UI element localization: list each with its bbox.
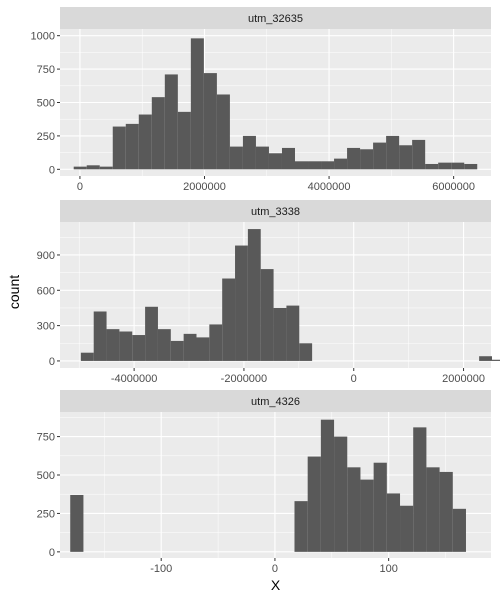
x-tick-label: 2000000 xyxy=(183,181,226,193)
histogram-bar xyxy=(73,166,87,170)
histogram-bar xyxy=(93,311,107,361)
histogram-bar xyxy=(80,352,94,361)
histogram-bar xyxy=(294,161,309,170)
histogram-bar xyxy=(273,307,287,361)
histogram-bar xyxy=(308,161,322,170)
y-tick-label: 0 xyxy=(49,356,55,368)
facet-strip xyxy=(60,390,491,412)
y-tick-label: 300 xyxy=(37,321,55,333)
x-tick-label: 4000000 xyxy=(308,181,351,193)
histogram-bar xyxy=(86,165,100,170)
histogram-bar xyxy=(177,111,191,170)
histogram-bar xyxy=(112,126,126,170)
histogram-bar xyxy=(99,166,113,170)
histogram-bar xyxy=(451,162,465,170)
y-tick-label: 1000 xyxy=(31,31,55,43)
histogram-bar xyxy=(106,329,120,361)
histogram-bar xyxy=(464,163,478,170)
histogram-bar xyxy=(334,436,348,552)
y-tick-label: 500 xyxy=(37,98,55,110)
x-tick-label: 100 xyxy=(379,563,397,575)
histogram-bar xyxy=(260,269,274,361)
x-tick-label: 0 xyxy=(272,563,278,575)
facet-strip-label: utm_32635 xyxy=(248,13,303,25)
histogram-bar xyxy=(151,97,165,170)
histogram-bar xyxy=(426,467,440,552)
histogram-bar xyxy=(281,147,295,170)
x-tick-label: -100 xyxy=(150,563,172,575)
facet-strip-label: utm_3338 xyxy=(251,206,300,218)
histogram-bar xyxy=(373,462,387,552)
histogram-bar xyxy=(235,245,248,361)
histogram-bar xyxy=(400,505,414,552)
y-tick-label: 250 xyxy=(37,508,55,520)
y-axis-title: count xyxy=(6,275,22,309)
x-tick-label: 2000000 xyxy=(442,373,485,385)
histogram-bar xyxy=(203,73,217,170)
y-tick-label: 500 xyxy=(37,470,55,482)
y-tick-label: 600 xyxy=(37,285,55,297)
y-tick-label: 900 xyxy=(37,250,55,262)
histogram-bar xyxy=(138,114,152,170)
x-tick-label: 0 xyxy=(77,181,83,193)
histogram-bar xyxy=(413,427,427,552)
histogram-bar xyxy=(373,142,387,170)
facet-strip xyxy=(60,7,491,29)
y-tick-label: 250 xyxy=(37,131,55,143)
histogram-bar xyxy=(334,158,348,170)
histogram-bar xyxy=(170,340,184,361)
histogram-bar xyxy=(268,153,282,170)
histogram-bar xyxy=(196,337,210,361)
histogram-bar xyxy=(145,306,158,361)
x-tick-label: 6000000 xyxy=(432,181,475,193)
histogram-bar xyxy=(320,419,335,552)
histogram-bar xyxy=(183,333,197,361)
x-tick-label: -4000000 xyxy=(111,373,158,385)
histogram-bar xyxy=(347,467,361,552)
histogram-bar xyxy=(132,335,146,361)
y-tick-label: 750 xyxy=(37,432,55,444)
x-axis-title: X xyxy=(271,577,281,593)
histogram-bar xyxy=(294,501,308,552)
histogram-bar xyxy=(412,139,426,170)
histogram-bar xyxy=(360,149,374,170)
histogram-bar xyxy=(479,356,492,361)
histogram-bar xyxy=(360,479,374,552)
histogram-bar xyxy=(286,305,300,361)
facet-strip-label: utm_4326 xyxy=(251,396,300,408)
histogram-bar xyxy=(242,135,256,170)
histogram-bar xyxy=(399,145,413,170)
histogram-bar xyxy=(229,146,243,170)
histogram-bar xyxy=(190,38,204,170)
histogram-bar xyxy=(386,493,401,552)
histogram-bar xyxy=(216,94,230,170)
histogram-bar xyxy=(255,146,269,170)
histogram-bar xyxy=(157,329,171,361)
y-tick-label: 0 xyxy=(49,164,55,176)
x-tick-label: 0 xyxy=(351,373,357,385)
histogram-bar xyxy=(247,229,261,361)
histogram-bar xyxy=(438,162,452,170)
histogram-bar xyxy=(119,331,133,361)
histogram-bar xyxy=(452,508,466,552)
histogram-bar xyxy=(307,456,321,552)
histogram-bar xyxy=(299,343,313,361)
y-tick-label: 750 xyxy=(37,64,55,76)
histogram-bar xyxy=(386,135,400,170)
histogram-bar xyxy=(439,471,453,552)
x-tick-label: -2000000 xyxy=(221,373,268,385)
y-tick-label: 0 xyxy=(49,547,55,559)
histogram-bar xyxy=(125,123,139,170)
histogram-bar xyxy=(209,324,223,361)
histogram-bar xyxy=(70,494,84,552)
histogram-bar xyxy=(321,161,335,170)
histogram-bar xyxy=(347,147,361,170)
facet-strip xyxy=(60,200,491,222)
histogram-bar xyxy=(222,278,236,361)
histogram-bar xyxy=(491,359,500,361)
histogram-bar xyxy=(425,163,439,170)
histogram-bar xyxy=(164,74,178,170)
